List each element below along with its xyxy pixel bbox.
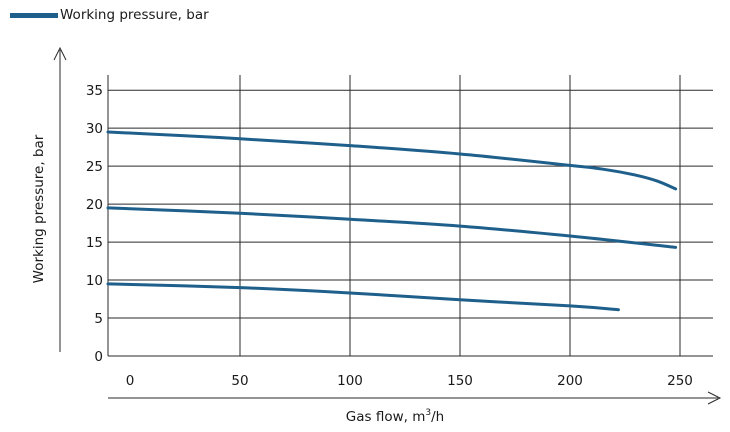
series-line-2 (106, 206, 678, 249)
y-axis-title: Working pressure, bar (31, 134, 47, 283)
y-arrow-head (53, 46, 67, 61)
x-axis-title: Gas flow, m3/h (346, 408, 444, 425)
x-tick-label: 100 (337, 373, 363, 389)
y-tick-label: 20 (86, 197, 103, 213)
y-tick-label: 25 (86, 159, 103, 175)
y-tick-label: 10 (86, 273, 103, 289)
legend-swatch (10, 12, 58, 18)
series-lines (106, 130, 678, 312)
grid (108, 75, 713, 356)
x-tick-label: 250 (667, 373, 693, 389)
y-tick-label: 15 (86, 235, 103, 251)
x-tick-label: 150 (447, 373, 473, 389)
series-line-1 (106, 130, 678, 191)
legend: Working pressure, bar (10, 6, 209, 24)
x-arrow-head (707, 391, 722, 405)
y-tick-label: 5 (94, 311, 103, 327)
x-tick-label: 50 (231, 373, 248, 389)
axes (53, 46, 722, 405)
series-line-3 (106, 282, 620, 312)
tick-labels: 0 5 10 15 20 25 30 35 0 50 100 150 200 250 (86, 83, 693, 389)
y-tick-label: 35 (86, 83, 103, 99)
y-tick-label: 0 (94, 349, 103, 365)
x-tick-label: 200 (557, 373, 583, 389)
y-tick-label: 30 (86, 121, 103, 137)
legend-label: Working pressure, bar (60, 7, 209, 23)
x-tick-label: 0 (126, 373, 135, 389)
